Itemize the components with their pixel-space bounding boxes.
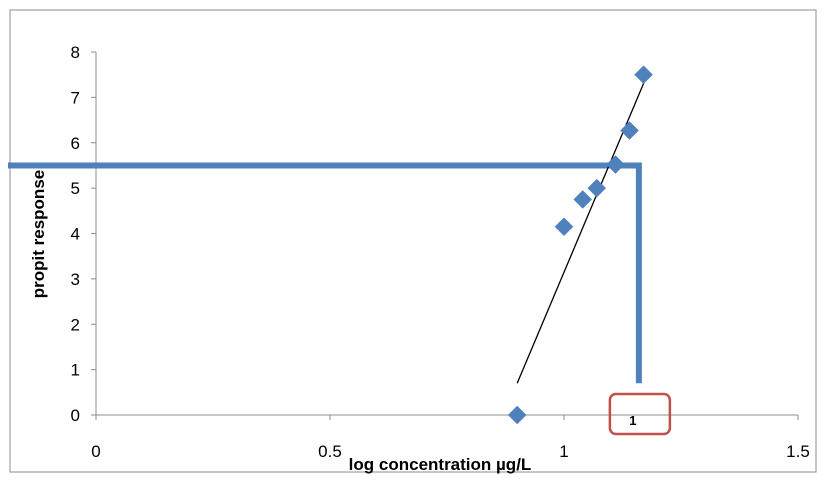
y-tick-label: 1 — [71, 361, 80, 380]
y-tick-label: 3 — [71, 270, 80, 289]
annotation-box — [608, 392, 672, 436]
x-tick-label: 0 — [91, 442, 100, 461]
guides — [8, 162, 642, 384]
chart-area-border — [9, 9, 817, 473]
data-point-diamond — [634, 65, 653, 85]
y-axis-title: propit response — [29, 170, 48, 298]
y-ticks: 0 1 2 3 4 5 6 7 8 — [71, 43, 96, 425]
y-tick-label: 6 — [71, 134, 80, 153]
data-points — [507, 65, 653, 425]
data-point-diamond — [587, 178, 607, 198]
x-ticks: 0 0.5 1 1.5 — [91, 415, 810, 461]
x-axis-title: log concentration µg/L — [349, 455, 532, 474]
y-tick-label: 0 — [71, 406, 80, 425]
data-point-diamond — [554, 217, 574, 237]
data-point-diamond — [606, 155, 625, 174]
x-tick-label: 1.5 — [786, 442, 810, 461]
y-tick-label: 5 — [71, 179, 80, 198]
guide-line — [8, 162, 642, 384]
data-point-diamond — [573, 190, 593, 209]
y-tick-label: 4 — [71, 225, 80, 244]
x-tick-label: 1 — [559, 442, 568, 461]
data-point-diamond — [620, 121, 639, 140]
data-point-diamond — [507, 405, 527, 425]
trendline — [516, 72, 649, 384]
annotation-label: 1 — [629, 413, 636, 428]
annotation-group: 1 — [608, 392, 672, 436]
trendline-group — [516, 72, 649, 384]
y-tick-label: 7 — [71, 88, 80, 107]
y-tick-label: 2 — [71, 315, 80, 334]
x-tick-label: 0.5 — [318, 442, 342, 461]
y-tick-label: 8 — [71, 43, 80, 62]
